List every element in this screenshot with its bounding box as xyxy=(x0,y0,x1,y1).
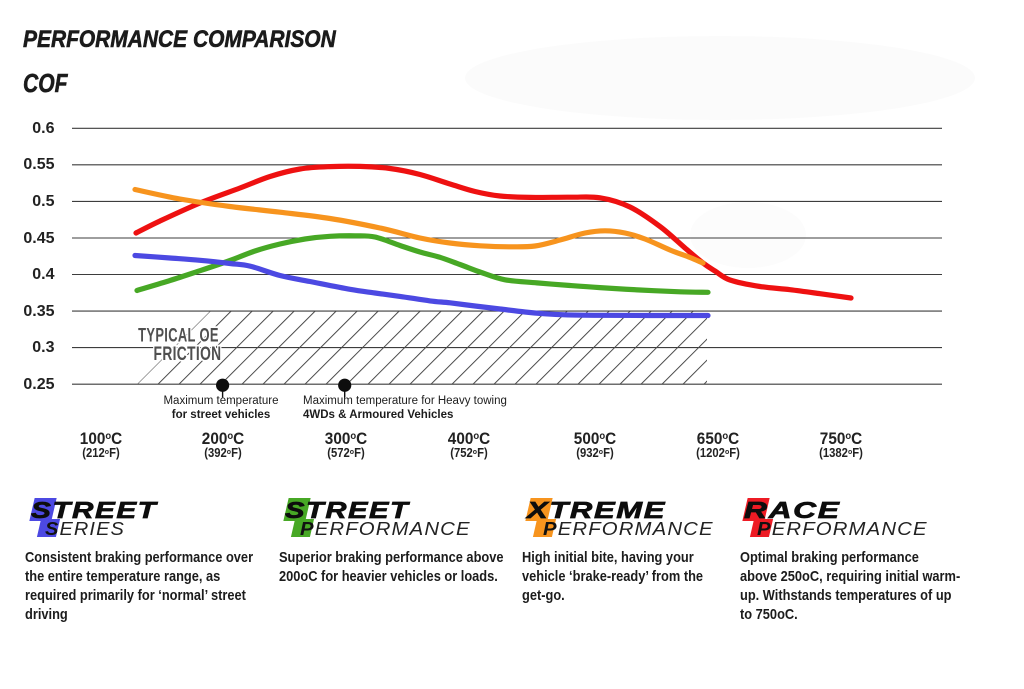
svg-text:FRICTION: FRICTION xyxy=(154,343,222,365)
svg-text:TYPICAL OE: TYPICAL OE xyxy=(138,325,219,346)
